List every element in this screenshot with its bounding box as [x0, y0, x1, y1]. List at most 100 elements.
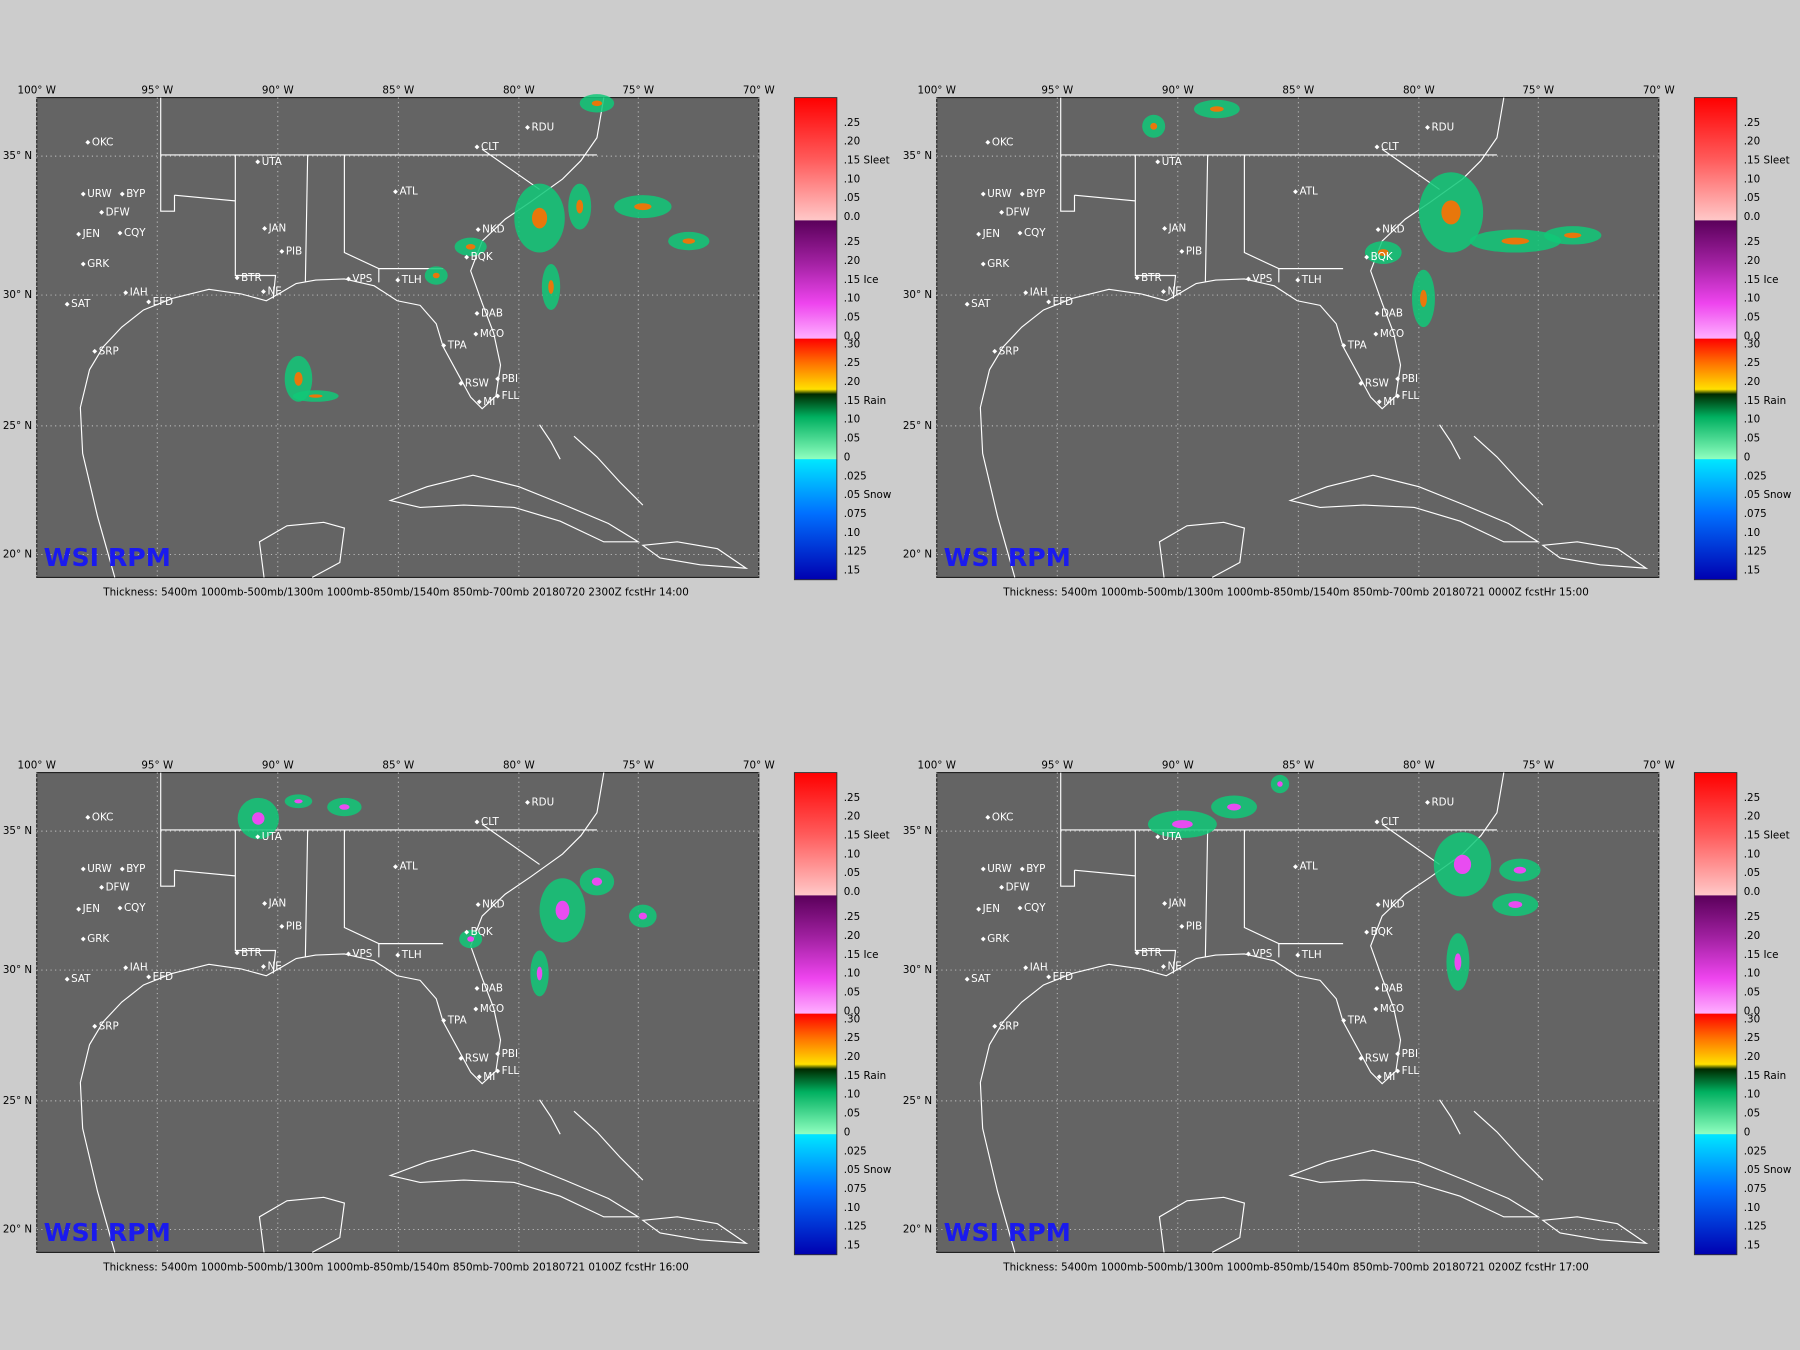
legend-bar — [1694, 1013, 1737, 1135]
legend-label: .025 — [844, 1145, 867, 1157]
map-panel: 100° W 95° W 90° W 85° W 80° W 75° W 70° W 35° … — [903, 760, 1792, 1274]
legend-label: .15 Rain — [1744, 1070, 1786, 1082]
city-marker — [473, 1006, 479, 1012]
caption: Thickness: 5400m 1000mb-500mb/1300m 1000… — [102, 1261, 689, 1273]
city-marker — [1395, 376, 1401, 382]
city-marker — [464, 254, 470, 260]
city-label: BYP — [1026, 863, 1045, 875]
city-label: OKC — [992, 811, 1014, 823]
city-label: URW — [87, 863, 112, 875]
city-label: TLH — [401, 274, 422, 286]
city-marker — [85, 139, 91, 145]
city-label: BQK — [1371, 926, 1393, 938]
legend-label: 0.0 — [844, 211, 860, 223]
lon-label: 80° W — [1403, 760, 1435, 772]
city-label: MI — [483, 1071, 495, 1083]
city-marker — [279, 248, 285, 254]
precip-core — [308, 394, 323, 398]
legend-label: .15 Rain — [844, 1070, 886, 1082]
city-marker — [495, 1068, 501, 1074]
city-marker — [262, 226, 268, 231]
lat-label: 20° N — [3, 548, 32, 560]
city-label: TLH — [1301, 274, 1322, 286]
legend-label: .05 — [1744, 987, 1760, 999]
city-label: CQY — [124, 227, 146, 239]
city-marker — [495, 376, 501, 382]
city-label: URW — [987, 188, 1012, 200]
lon-label: 70° W — [1643, 760, 1675, 772]
legend-bar — [1694, 338, 1737, 460]
legend-label: .25 — [1744, 792, 1760, 804]
city-label: IAH — [1030, 287, 1048, 299]
city-label: CLT — [481, 141, 500, 153]
city-label: PBI — [1402, 373, 1418, 385]
legend-label: .15 — [844, 1240, 860, 1252]
legend-label: .075 — [844, 1183, 867, 1195]
legend-label: .10 — [844, 293, 860, 305]
city-marker — [1373, 1006, 1379, 1012]
precip-core — [1277, 781, 1283, 787]
city-marker — [1374, 310, 1380, 316]
precip-core — [432, 272, 440, 279]
city-marker — [1293, 189, 1298, 195]
legend-label: .20 — [844, 811, 860, 823]
precip-core — [1377, 249, 1389, 256]
city-label: CQY — [1024, 902, 1046, 914]
lat-label: 30° N — [903, 289, 932, 301]
legend-label: .10 — [844, 1202, 860, 1214]
city-marker — [1395, 1068, 1401, 1074]
lon-label: 95° W — [1041, 85, 1073, 97]
city-marker — [261, 964, 266, 970]
city-label: UTA — [262, 156, 282, 168]
lon-label: 100° W — [918, 85, 956, 97]
legend-bar — [794, 895, 837, 1014]
city-label: JAN — [1168, 897, 1187, 909]
legend-label: .10 — [844, 968, 860, 980]
precip-core — [634, 203, 652, 211]
legend-label: .10 — [1744, 1089, 1760, 1101]
lon-label: 85° W — [1282, 85, 1314, 97]
lat-label: 30° N — [903, 964, 932, 976]
legend-frame — [793, 772, 838, 1256]
lon-label: 100° W — [918, 760, 956, 772]
city-marker — [1364, 254, 1370, 260]
legend-label: .075 — [1744, 1183, 1767, 1195]
lon-label: 80° W — [503, 760, 535, 772]
city-label: MI — [1383, 396, 1395, 408]
map-background — [36, 97, 760, 578]
city-label: EFD — [153, 971, 173, 983]
city-label: PBI — [502, 373, 518, 385]
logo: WSI RPM — [44, 543, 171, 572]
city-label: OKC — [992, 136, 1014, 148]
city-label: PBI — [1402, 1048, 1418, 1060]
city-marker — [1341, 1018, 1347, 1023]
legend-label: .20 — [1744, 136, 1760, 148]
legend-label: .25 — [1744, 1032, 1760, 1044]
city-marker — [474, 310, 480, 316]
legend-label: .075 — [1744, 508, 1767, 520]
legend-label: .30 — [844, 1013, 860, 1025]
city-marker — [980, 261, 986, 267]
legend-label: .05 — [1744, 192, 1760, 204]
city-marker — [80, 261, 86, 267]
city-label: JAN — [1168, 222, 1187, 234]
precip-core — [1209, 106, 1224, 112]
precip-core — [1227, 803, 1241, 811]
legend-label: .05 — [844, 433, 860, 445]
lon-label: 90° W — [1162, 760, 1194, 772]
city-label: CQY — [124, 902, 146, 914]
lon-label: 80° W — [1403, 85, 1435, 97]
legend-bar — [1694, 772, 1737, 896]
city-label: EFD — [1053, 971, 1073, 983]
city-marker — [1374, 985, 1380, 991]
caption: Thickness: 5400m 1000mb-500mb/1300m 1000… — [1002, 586, 1589, 598]
city-marker — [261, 289, 266, 295]
city-label: VPS — [352, 948, 372, 960]
legend-label: .20 — [844, 255, 860, 267]
city-label: ATL — [1299, 186, 1318, 198]
city-label: BTR — [1141, 947, 1162, 959]
city-marker — [441, 1018, 447, 1023]
city-label: PBI — [502, 1048, 518, 1060]
legend-bar — [794, 459, 837, 580]
